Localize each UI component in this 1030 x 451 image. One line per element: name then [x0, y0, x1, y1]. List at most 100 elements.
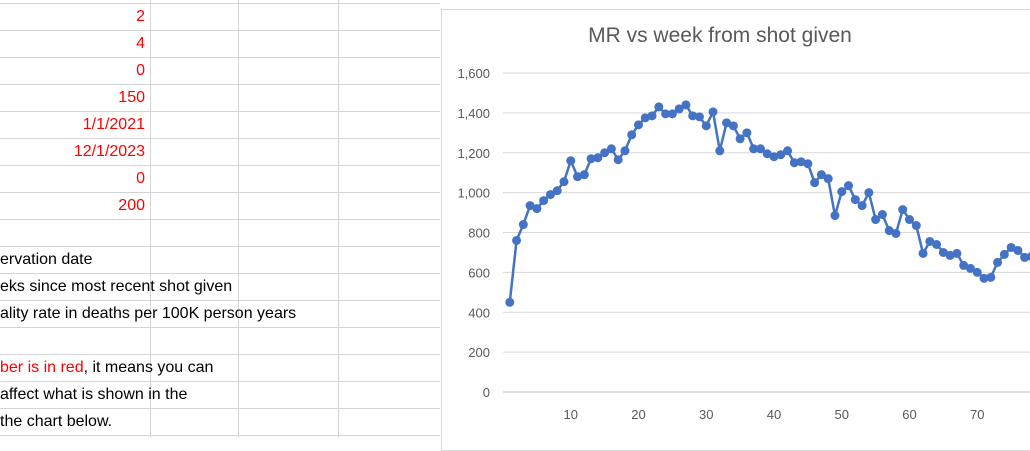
- data-point: [566, 156, 576, 166]
- data-point: [979, 273, 989, 283]
- input-value-cell[interactable]: 2: [136, 8, 145, 25]
- data-point: [1006, 242, 1016, 252]
- data-point: [1026, 252, 1030, 261]
- data-point: [518, 220, 528, 230]
- data-point: [884, 226, 894, 236]
- y-tick-label: 1,200: [457, 146, 490, 161]
- data-point: [952, 248, 962, 258]
- input-value-cell[interactable]: 1/1/2021: [82, 116, 145, 133]
- data-point: [559, 177, 569, 187]
- data-point: [830, 211, 840, 221]
- data-point: [708, 107, 718, 117]
- data-point: [986, 272, 996, 282]
- note-text: ality rate in deaths per 100K person yea…: [0, 305, 297, 322]
- data-point: [525, 201, 535, 211]
- data-point: [667, 109, 677, 119]
- note-cell[interactable]: eks since most recent shot given: [0, 273, 232, 300]
- data-point: [647, 111, 657, 121]
- data-point: [871, 215, 881, 225]
- data-point: [769, 152, 779, 162]
- data-point: [654, 102, 664, 112]
- x-tick-label: 50: [835, 407, 849, 422]
- data-point: [606, 144, 616, 154]
- y-tick-label: 1,400: [457, 106, 490, 121]
- y-tick-label: 0: [483, 385, 490, 400]
- note-cell[interactable]: ber is in red, it means you can: [0, 354, 213, 381]
- data-point: [749, 144, 759, 154]
- note-text-red: ber is in red: [0, 359, 84, 376]
- data-point: [932, 239, 942, 249]
- y-tick-label: 1,000: [457, 186, 490, 201]
- data-point: [613, 155, 623, 165]
- data-point: [938, 247, 948, 257]
- data-point: [512, 235, 522, 245]
- data-point: [755, 144, 765, 154]
- data-point: [688, 111, 698, 121]
- input-value-cell[interactable]: 4: [136, 35, 145, 52]
- data-point: [783, 146, 793, 156]
- data-point: [776, 150, 786, 160]
- note-text: eks since most recent shot given: [0, 278, 233, 295]
- data-point: [545, 190, 555, 200]
- data-point: [918, 248, 928, 258]
- data-point: [816, 170, 826, 180]
- x-tick-label: 70: [970, 407, 984, 422]
- x-tick-label: 10: [564, 407, 578, 422]
- input-value-cell[interactable]: 0: [136, 170, 145, 187]
- data-point: [844, 181, 854, 191]
- data-point: [634, 120, 643, 130]
- data-point: [701, 121, 711, 131]
- data-point: [728, 121, 738, 131]
- data-point: [505, 297, 515, 307]
- line-chart-plot: 0 200 400 600 800 1,000 1,200 1,400 1,600 10 20 30 4…: [457, 66, 1030, 422]
- note-cell[interactable]: ality rate in deaths per 100K person yea…: [0, 300, 296, 327]
- input-value-cell[interactable]: 0: [136, 62, 145, 79]
- data-point: [552, 186, 562, 196]
- x-tick-label: 60: [902, 407, 916, 422]
- note-cell[interactable]: affect what is shown in the: [0, 381, 187, 408]
- chart-container[interactable]: [441, 9, 1030, 451]
- note-cell[interactable]: the chart below.: [0, 408, 112, 435]
- data-point: [911, 221, 921, 231]
- y-tick-label: 400: [468, 305, 490, 320]
- y-tick-label: 600: [468, 265, 490, 280]
- data-point: [627, 130, 637, 140]
- sheet-gridlines: [0, 0, 440, 438]
- data-point: [864, 188, 874, 198]
- data-point: [810, 178, 820, 188]
- data-point: [532, 204, 542, 214]
- data-point: [905, 215, 914, 225]
- y-tick-label: 200: [468, 345, 490, 360]
- spreadsheet-area: 2 4 0 150 1/1/2021 12/1/2023 0 200 ervation dat…: [0, 0, 440, 438]
- y-tick-label: 1,600: [457, 66, 490, 81]
- input-value-cell[interactable]: 150: [118, 89, 145, 106]
- input-value-cell[interactable]: 200: [118, 197, 145, 214]
- y-tick-label: 800: [468, 226, 490, 241]
- note-cell[interactable]: ervation date: [0, 246, 93, 273]
- data-point: [735, 134, 745, 144]
- data-point: [925, 236, 935, 246]
- data-point: [715, 146, 725, 156]
- data-point: [945, 250, 955, 260]
- chart-title: MR vs week from shot given: [588, 24, 852, 47]
- data-point: [789, 158, 799, 168]
- data-point: [742, 128, 752, 138]
- data-point: [600, 148, 610, 158]
- input-value-cell[interactable]: 12/1/2023: [73, 143, 145, 160]
- data-point: [539, 196, 549, 206]
- data-point: [837, 187, 847, 197]
- data-point: [722, 118, 732, 128]
- data-point: [640, 113, 650, 123]
- x-tick-label: 20: [631, 407, 645, 422]
- data-point: [681, 100, 691, 110]
- data-point: [965, 263, 975, 273]
- data-point: [579, 170, 589, 180]
- data-point: [891, 228, 901, 238]
- data-point: [674, 104, 684, 114]
- data-point: [898, 205, 908, 215]
- data-point: [796, 157, 806, 167]
- data-point: [1013, 245, 1023, 255]
- data-point: [573, 172, 583, 182]
- note-text: , it means you can: [83, 359, 214, 376]
- data-point: [857, 201, 867, 211]
